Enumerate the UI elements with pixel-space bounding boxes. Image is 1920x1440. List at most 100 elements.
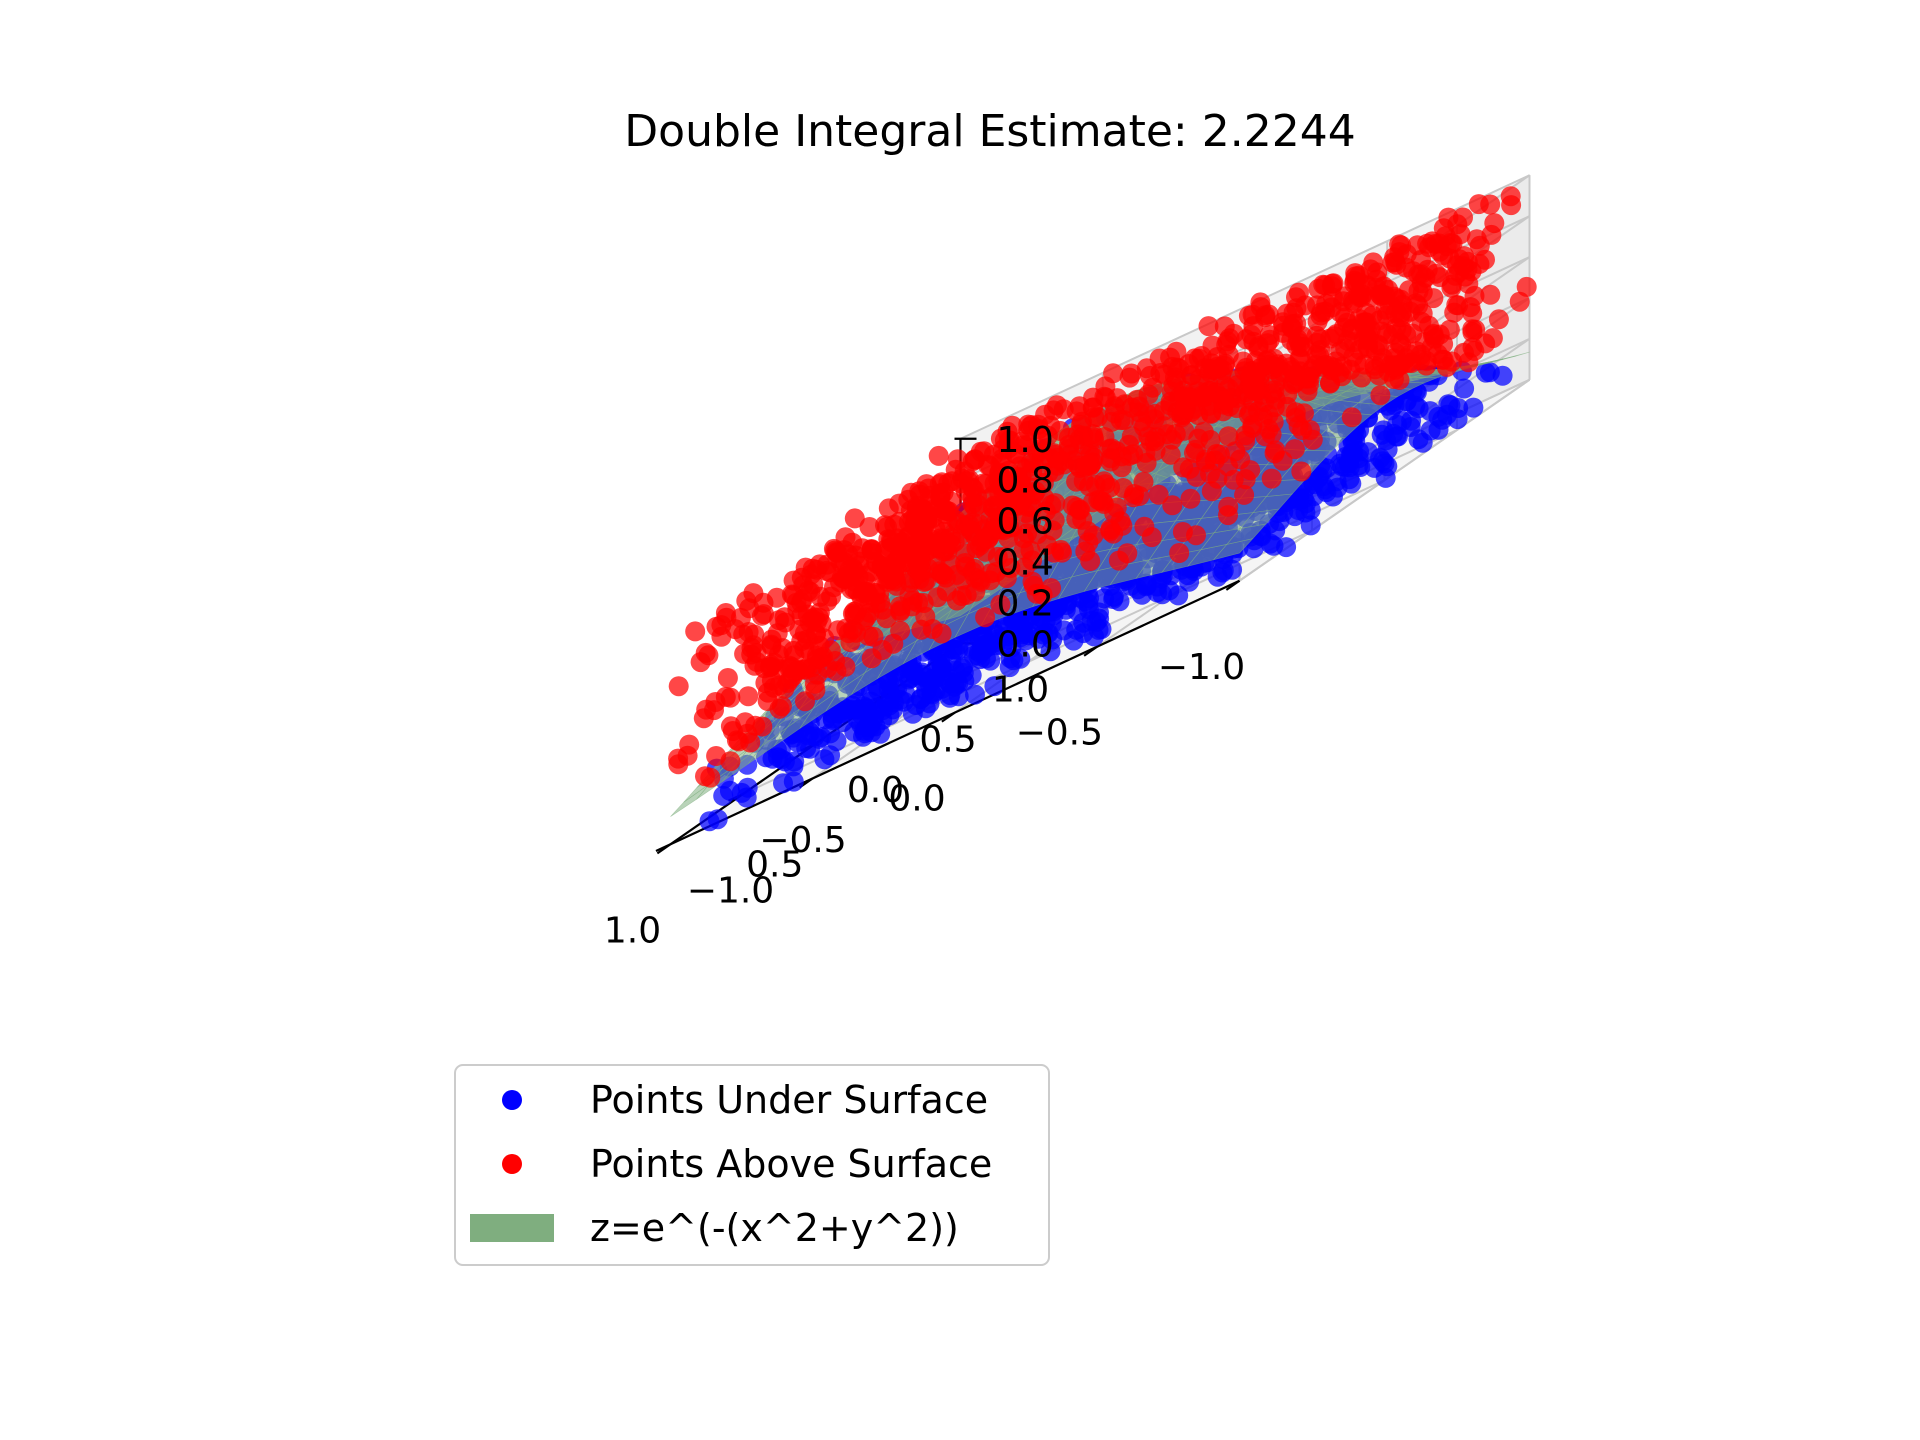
above-point <box>795 691 815 712</box>
above-point <box>794 623 815 644</box>
above-point <box>1306 345 1327 365</box>
under-point <box>1056 595 1077 615</box>
above-point <box>1234 484 1255 505</box>
above-point <box>769 610 789 631</box>
above-point <box>1150 363 1171 383</box>
above-point <box>720 716 741 737</box>
legend-label: Points Under Surface <box>590 1078 988 1122</box>
above-point <box>811 613 832 634</box>
above-point <box>809 635 830 656</box>
above-point <box>990 594 1011 615</box>
x-tick-label: 0.5 <box>746 844 803 885</box>
above-point <box>760 654 781 675</box>
under-point <box>1375 467 1396 488</box>
above-point <box>1488 309 1509 330</box>
under-point <box>965 684 985 705</box>
above-point <box>938 501 959 522</box>
above-point <box>1453 342 1474 363</box>
above-point <box>1468 194 1489 215</box>
above-point <box>1370 385 1391 406</box>
under-point <box>814 749 835 770</box>
above-point <box>736 590 757 611</box>
above-point <box>1193 421 1214 442</box>
above-point <box>744 624 765 645</box>
under-point <box>1395 391 1416 412</box>
x-tick <box>1083 645 1098 657</box>
above-point <box>1215 353 1235 374</box>
under-point <box>968 645 989 666</box>
under-point <box>1454 378 1475 399</box>
above-point <box>1235 385 1256 406</box>
above-point <box>1408 295 1429 316</box>
x-tick-label: −1.0 <box>1158 647 1245 688</box>
above-point <box>1214 316 1235 337</box>
above-point <box>1333 291 1354 312</box>
under-point <box>1135 573 1156 594</box>
above-point <box>1383 369 1404 389</box>
legend-patch <box>470 1214 554 1242</box>
above-point <box>693 708 714 729</box>
x-tick-label: 1.0 <box>604 910 661 951</box>
legend-box <box>454 1064 1050 1266</box>
above-point <box>761 629 782 650</box>
above-point <box>1184 442 1204 463</box>
above-point <box>1136 452 1157 473</box>
above-point <box>950 473 971 494</box>
under-point <box>773 773 793 794</box>
under-point <box>774 751 795 772</box>
above-point <box>856 607 877 628</box>
above-point <box>1198 316 1219 337</box>
above-point <box>1444 302 1465 323</box>
above-point <box>1307 311 1328 332</box>
x-tick <box>941 711 956 723</box>
under-point <box>820 723 841 744</box>
under-point <box>1000 648 1021 669</box>
above-point <box>757 691 778 711</box>
above-point <box>1230 449 1251 470</box>
above-point <box>1321 276 1342 297</box>
above-point <box>996 484 1017 505</box>
under-point <box>1084 626 1104 647</box>
above-point <box>1171 407 1192 428</box>
above-point <box>781 657 802 677</box>
under-point <box>961 665 982 686</box>
above-point <box>1069 396 1090 417</box>
under-point <box>699 811 720 832</box>
above-point <box>1292 420 1313 440</box>
above-point <box>706 746 727 766</box>
legend-marker <box>502 1090 522 1110</box>
above-point <box>974 441 995 462</box>
above-point <box>975 607 996 628</box>
above-point <box>1289 348 1310 369</box>
above-point <box>1157 424 1178 445</box>
above-point <box>1108 550 1129 571</box>
above-point <box>1131 411 1152 432</box>
above-point <box>1181 365 1202 386</box>
above-point <box>1516 276 1537 297</box>
above-point <box>836 618 857 639</box>
above-point <box>1172 522 1193 542</box>
above-point <box>1166 341 1187 362</box>
above-point <box>884 514 905 535</box>
above-point <box>1406 341 1427 362</box>
above-point <box>766 587 787 608</box>
above-point <box>880 569 900 589</box>
above-point <box>1364 355 1385 376</box>
x-tick-label: 0.0 <box>888 779 945 820</box>
above-point <box>1386 254 1407 275</box>
above-point <box>964 558 985 579</box>
under-point <box>1437 404 1457 425</box>
above-point <box>1013 528 1034 549</box>
above-point <box>1407 235 1428 256</box>
above-point <box>1100 451 1121 472</box>
above-point <box>1356 302 1377 323</box>
under-point <box>905 665 926 686</box>
above-point <box>1218 426 1239 447</box>
under-point <box>1463 397 1484 418</box>
above-point <box>982 487 1002 508</box>
above-point <box>849 555 870 576</box>
under-point <box>1475 362 1496 383</box>
above-point <box>1337 312 1358 333</box>
under-point <box>1038 623 1059 644</box>
above-point <box>1282 318 1303 339</box>
